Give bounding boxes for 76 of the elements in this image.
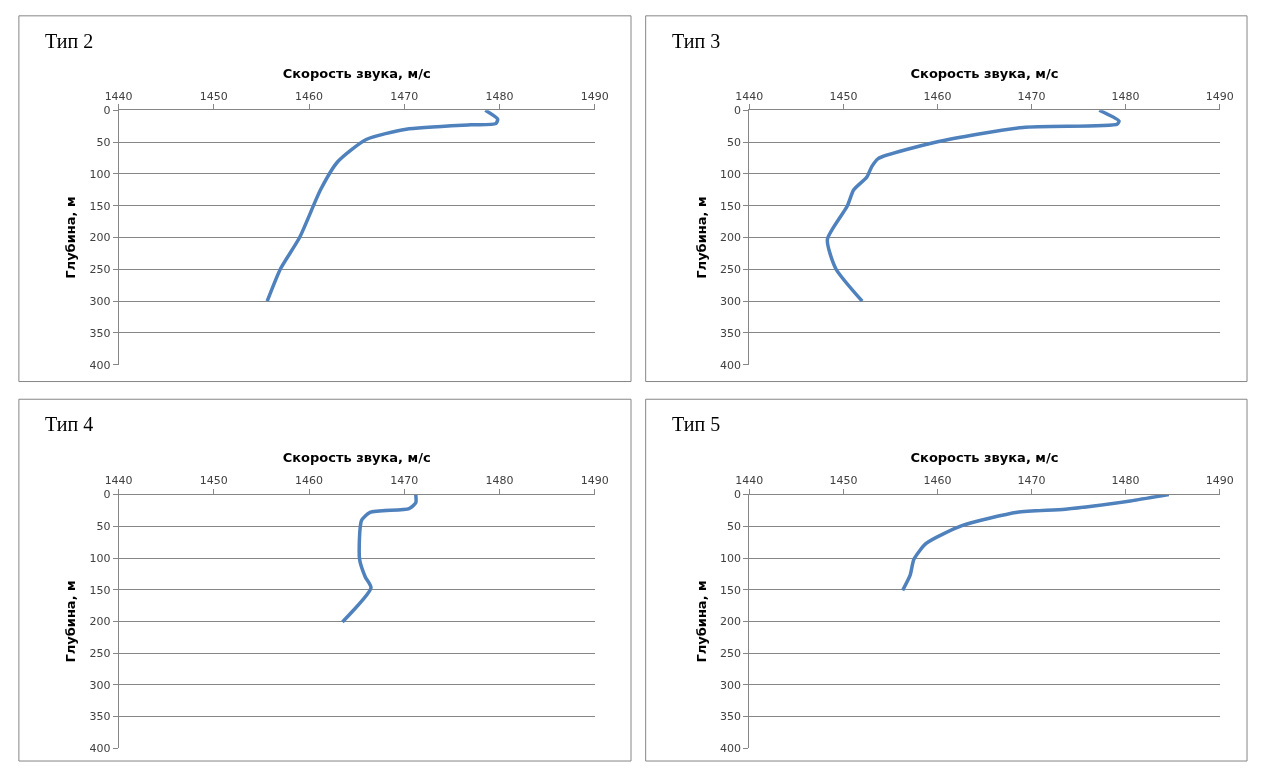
y-tick-label: 0 bbox=[734, 488, 742, 502]
x-tick-label: 1480 bbox=[485, 89, 514, 103]
y-tick-label: 300 bbox=[89, 295, 111, 309]
x-tick-label: 1490 bbox=[580, 89, 609, 103]
y-tick-label: 400 bbox=[720, 742, 742, 756]
x-tick-label: 1470 bbox=[1017, 89, 1046, 103]
x-tick-label: 1470 bbox=[390, 89, 419, 103]
x-tick-label: 1480 bbox=[485, 474, 514, 488]
y-tick-label: 300 bbox=[720, 678, 742, 692]
chart-title: Тип 3 bbox=[672, 30, 721, 52]
x-tick-label: 1450 bbox=[199, 89, 228, 103]
y-axis-title: Глубина, м bbox=[63, 580, 79, 663]
y-tick-label: 250 bbox=[720, 646, 742, 660]
y-tick-label: 400 bbox=[720, 358, 742, 372]
y-tick-label: 400 bbox=[89, 358, 111, 372]
x-tick-label: 1490 bbox=[1205, 89, 1234, 103]
y-tick-label: 50 bbox=[96, 520, 111, 534]
y-axis-title: Глубина, м bbox=[63, 196, 79, 279]
y-tick-label: 300 bbox=[720, 295, 742, 309]
x-axis-title: Скорость звука, м/с bbox=[282, 65, 431, 81]
y-axis-title: Глубина, м bbox=[694, 580, 710, 663]
y-tick-label: 50 bbox=[727, 520, 742, 534]
y-tick-label: 150 bbox=[720, 199, 742, 213]
y-tick-label: 50 bbox=[96, 135, 111, 149]
x-tick-label: 1440 bbox=[735, 474, 764, 488]
y-tick-label: 0 bbox=[103, 488, 111, 502]
y-tick-label: 150 bbox=[89, 199, 111, 213]
x-tick-label: 1470 bbox=[390, 474, 419, 488]
x-axis-title: Скорость звука, м/с bbox=[910, 65, 1059, 81]
x-tick-label: 1450 bbox=[199, 474, 228, 488]
line-series bbox=[340, 494, 418, 624]
y-tick-label: 300 bbox=[89, 678, 111, 692]
x-tick-label: 1450 bbox=[829, 474, 858, 488]
y-tick-label: 250 bbox=[720, 263, 742, 277]
y-tick-label: 200 bbox=[720, 615, 742, 629]
y-tick-label: 150 bbox=[89, 583, 111, 597]
y-tick-label: 250 bbox=[89, 263, 111, 277]
x-tick-label: 1460 bbox=[295, 474, 324, 488]
x-tick-label: 1490 bbox=[580, 474, 609, 488]
x-axis-title: Скорость звука, м/с bbox=[910, 450, 1059, 466]
y-tick-label: 350 bbox=[89, 710, 111, 724]
x-tick-label: 1470 bbox=[1017, 474, 1046, 488]
y-tick-label: 200 bbox=[89, 231, 111, 245]
y-tick-label: 200 bbox=[89, 615, 111, 629]
line-series bbox=[265, 110, 500, 303]
line-series bbox=[825, 110, 1121, 303]
y-tick-label: 250 bbox=[89, 646, 111, 660]
x-axis-title: Скорость звука, м/с bbox=[282, 450, 431, 466]
y-tick-label: 100 bbox=[89, 551, 111, 565]
y-tick-label: 150 bbox=[720, 583, 742, 597]
chart-title: Тип 2 bbox=[45, 30, 94, 52]
x-tick-label: 1460 bbox=[923, 89, 952, 103]
y-tick-label: 50 bbox=[727, 135, 742, 149]
y-tick-label: 100 bbox=[720, 551, 742, 565]
y-tick-label: 0 bbox=[103, 104, 111, 118]
y-tick-label: 200 bbox=[720, 231, 742, 245]
y-tick-label: 100 bbox=[89, 167, 111, 181]
chart-title: Тип 4 bbox=[45, 413, 94, 435]
x-tick-label: 1440 bbox=[104, 474, 133, 488]
x-tick-label: 1460 bbox=[295, 89, 324, 103]
x-tick-label: 1440 bbox=[735, 89, 764, 103]
y-tick-label: 350 bbox=[89, 326, 111, 340]
x-tick-label: 1490 bbox=[1205, 474, 1234, 488]
chart-title: Тип 5 bbox=[672, 413, 721, 435]
y-tick-label: 350 bbox=[720, 326, 742, 340]
x-tick-label: 1460 bbox=[923, 474, 952, 488]
y-tick-label: 100 bbox=[720, 167, 742, 181]
x-tick-label: 1450 bbox=[829, 89, 858, 103]
x-tick-label: 1480 bbox=[1111, 474, 1140, 488]
y-tick-label: 0 bbox=[734, 104, 742, 118]
x-tick-label: 1480 bbox=[1111, 89, 1140, 103]
x-tick-label: 1440 bbox=[104, 89, 133, 103]
y-axis-title: Глубина, м bbox=[694, 196, 710, 279]
y-tick-label: 400 bbox=[89, 742, 111, 756]
line-series bbox=[900, 494, 1171, 593]
y-tick-label: 350 bbox=[720, 710, 742, 724]
